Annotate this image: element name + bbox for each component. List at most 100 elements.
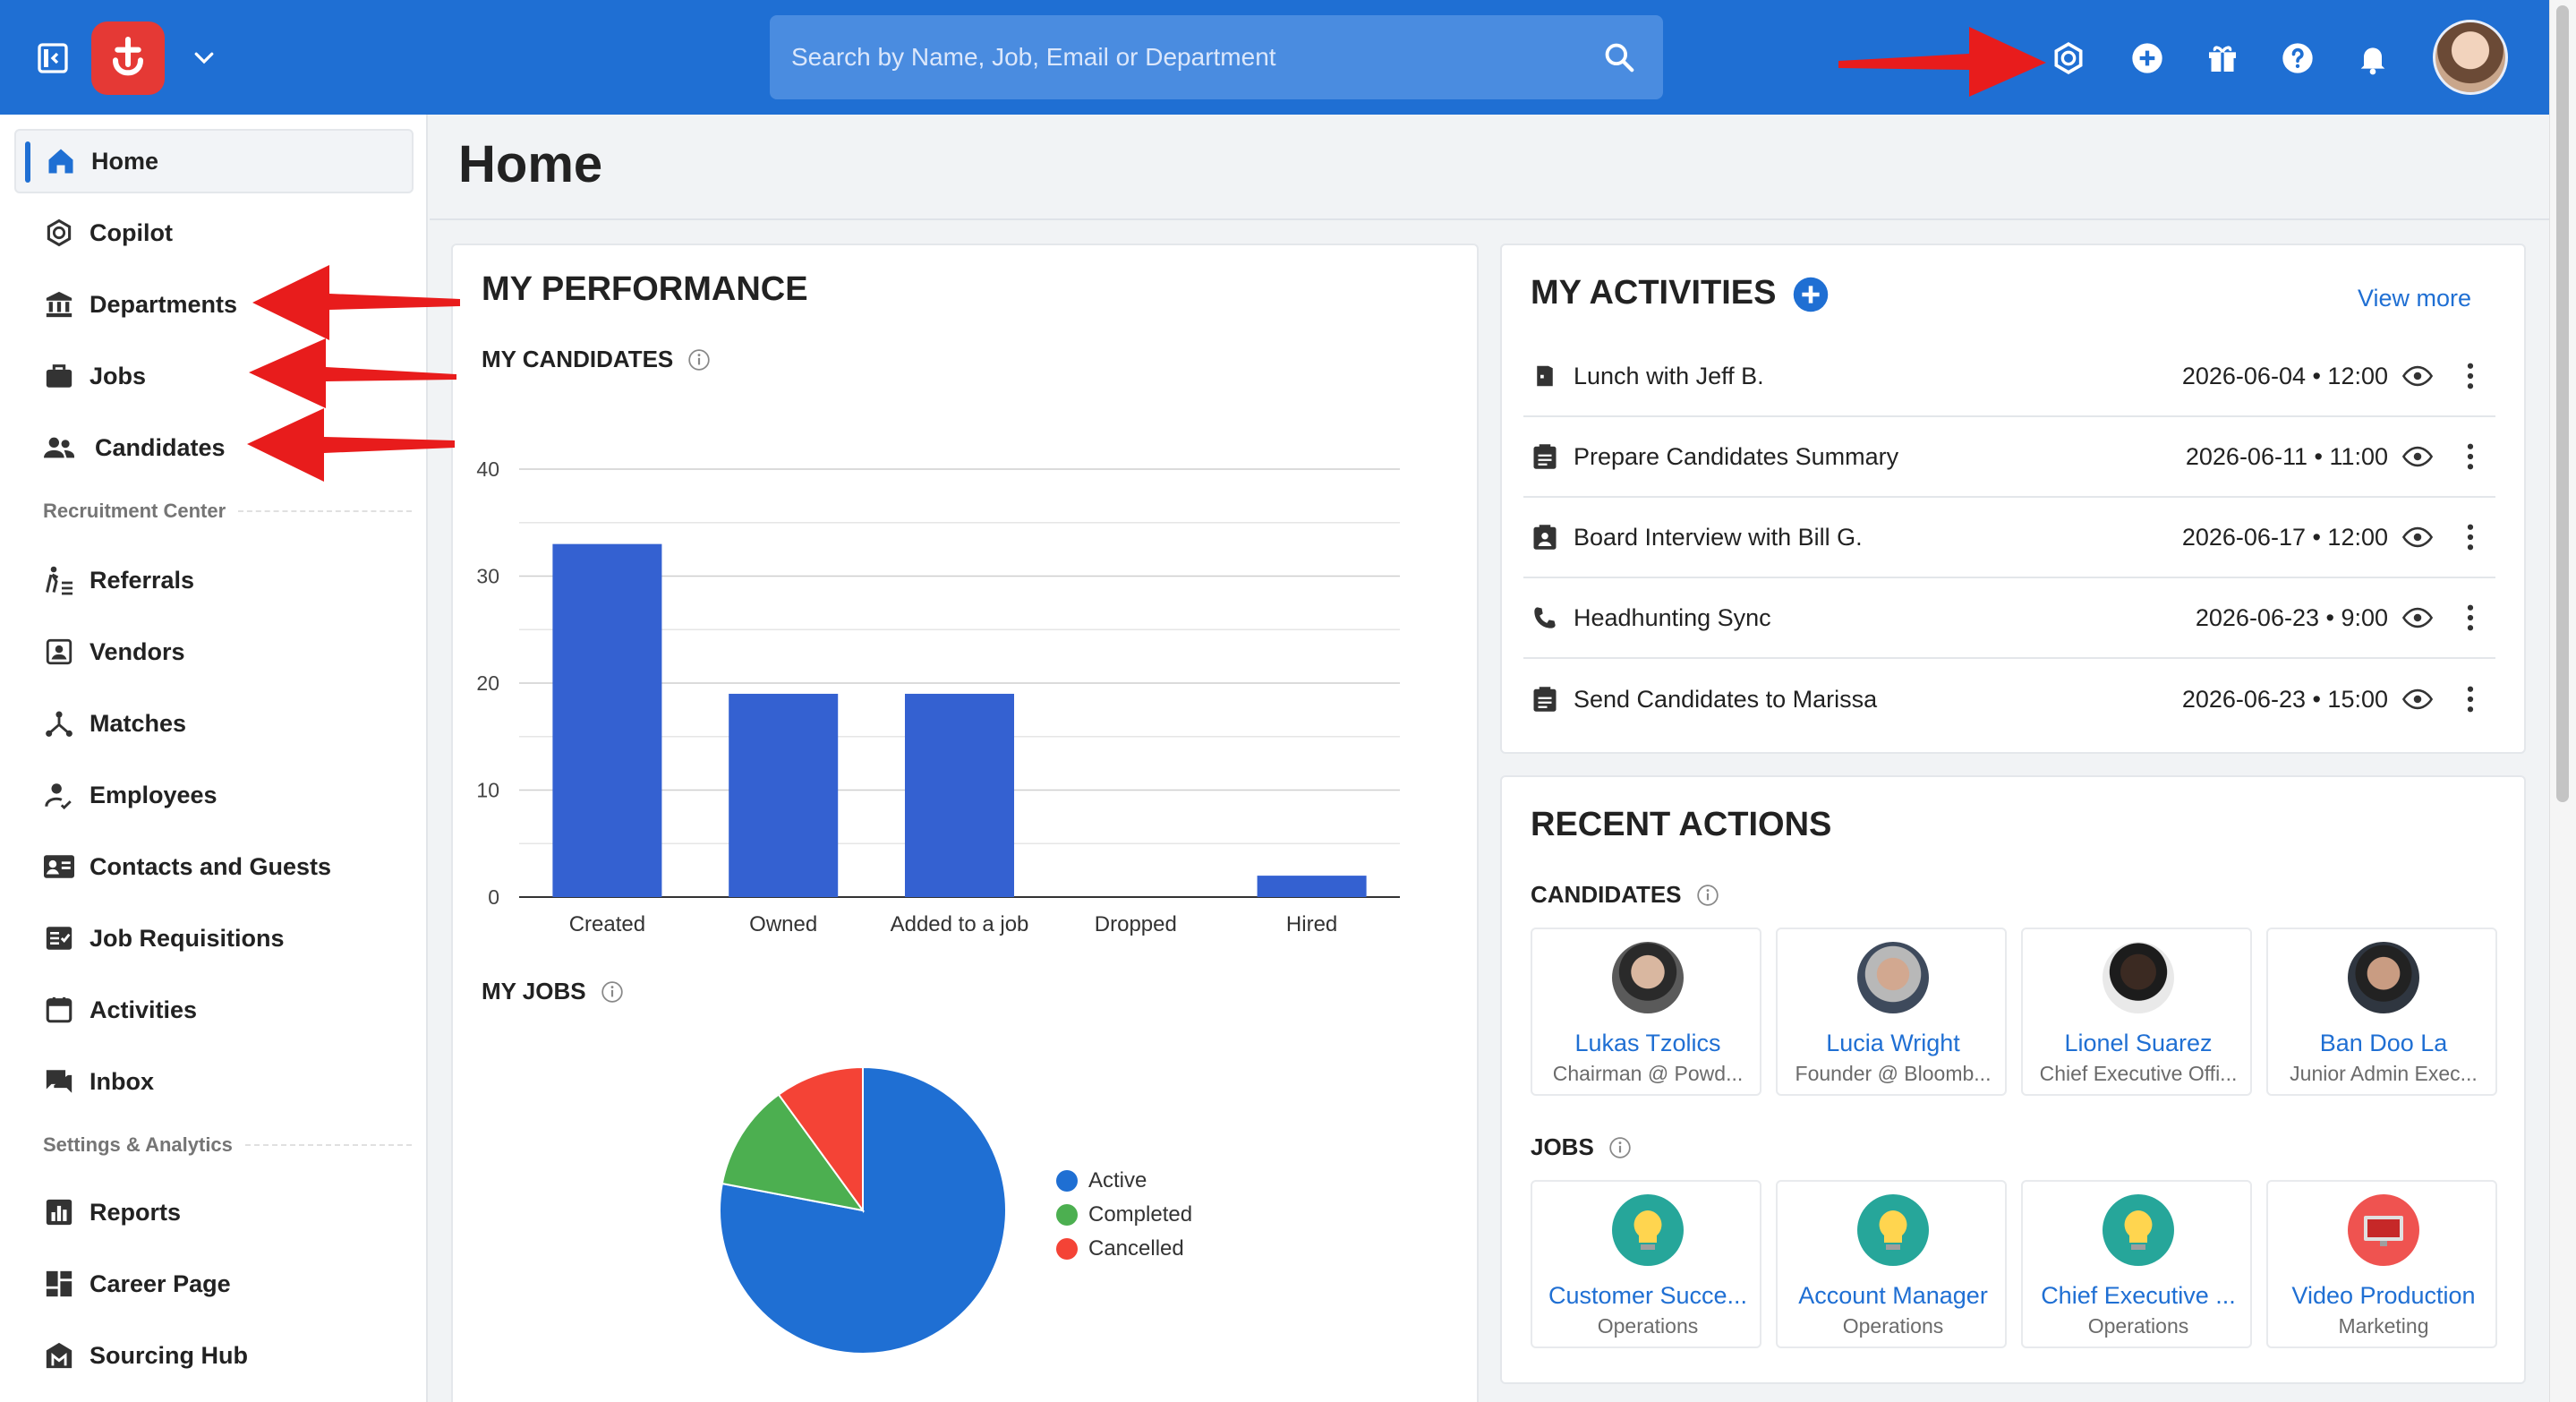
app-logo[interactable]	[91, 21, 165, 95]
home-icon	[43, 143, 79, 179]
sidebar-item-candidates[interactable]: Candidates	[14, 415, 414, 480]
sidebar: Home Copilot Departments Jobs Candidates…	[0, 115, 428, 1402]
chevron-down-icon[interactable]	[188, 41, 220, 73]
candidate-name[interactable]: Lionel Suarez	[2064, 1030, 2213, 1056]
candidate-tile[interactable]: Ban Doo La Junior Admin Exec...	[2266, 928, 2497, 1096]
sidebar-item-activities[interactable]: Activities	[14, 978, 414, 1042]
sidebar-item-departments[interactable]: Departments	[14, 272, 414, 337]
activity-row[interactable]: Board Interview with Bill G. 2026-06-17 …	[1523, 498, 2495, 578]
job-tile[interactable]: Chief Executive ... Operations	[2021, 1180, 2252, 1348]
sidebar-item-inbox[interactable]: Inbox	[14, 1049, 414, 1114]
job-name[interactable]: Chief Executive ...	[2041, 1282, 2236, 1309]
eye-icon[interactable]	[2402, 443, 2435, 470]
sidebar-item-sourcing-hub[interactable]: Sourcing Hub	[14, 1323, 414, 1388]
search-icon[interactable]	[1600, 38, 1638, 76]
bar[interactable]	[729, 693, 839, 897]
add-activity-icon[interactable]	[1792, 276, 1830, 313]
candidate-tile[interactable]: Lucia Wright Founder @ Bloomb...	[1776, 928, 2007, 1096]
more-options-icon[interactable]	[2461, 522, 2479, 552]
activity-row[interactable]: Headhunting Sync 2026-06-23 • 9:00	[1523, 578, 2495, 659]
legend-item[interactable]: Cancelled	[1056, 1232, 1192, 1266]
job-name[interactable]: Account Manager	[1798, 1282, 1988, 1309]
sidebar-item-label: Candidates	[95, 433, 226, 461]
candidate-name[interactable]: Lucia Wright	[1826, 1030, 1960, 1056]
candidate-subtitle: Chief Executive Offi...	[2039, 1062, 2238, 1085]
more-options-icon[interactable]	[2461, 684, 2479, 714]
sidebar-item-label: Sourcing Hub	[90, 1341, 248, 1369]
pie-legend: Active Completed Cancelled	[1056, 1164, 1192, 1266]
bar[interactable]	[1257, 876, 1367, 897]
activity-title: Lunch with Jeff B.	[1574, 362, 1764, 389]
info-icon[interactable]	[687, 348, 711, 372]
activity-row[interactable]: Send Candidates to Marissa 2026-06-23 • …	[1523, 659, 2495, 739]
inbox-icon	[41, 1064, 77, 1099]
bell-icon[interactable]	[2354, 39, 2392, 77]
legend-item[interactable]: Active	[1056, 1164, 1192, 1198]
x-tick-label: Dropped	[1095, 912, 1177, 936]
candidate-name[interactable]: Lukas Tzolics	[1574, 1030, 1721, 1056]
y-tick-label: 10	[476, 779, 499, 802]
sidebar-item-career-page[interactable]: Career Page	[14, 1252, 414, 1316]
job-name[interactable]: Customer Succe...	[1548, 1282, 1748, 1309]
activity-row[interactable]: Lunch with Jeff B. 2026-06-04 • 12:00	[1523, 337, 2495, 417]
job-tile[interactable]: Customer Succe... Operations	[1531, 1180, 1761, 1348]
more-options-icon[interactable]	[2461, 603, 2479, 633]
candidate-tile[interactable]: Lionel Suarez Chief Executive Offi...	[2021, 928, 2252, 1096]
eye-icon[interactable]	[2402, 686, 2435, 713]
search-input[interactable]	[791, 15, 1579, 99]
eye-icon[interactable]	[2402, 524, 2435, 551]
add-icon[interactable]	[2128, 39, 2166, 77]
activity-title: Board Interview with Bill G.	[1574, 523, 1863, 551]
legend-item[interactable]: Completed	[1056, 1198, 1192, 1232]
legend-swatch	[1056, 1204, 1078, 1226]
sidebar-item-copilot[interactable]: Copilot	[14, 201, 414, 265]
bar[interactable]	[904, 693, 1015, 897]
x-tick-label: Hired	[1286, 912, 1337, 936]
bar[interactable]	[552, 543, 662, 897]
sidebar-toggle-icon[interactable]	[34, 39, 72, 77]
pie-slice[interactable]	[777, 1065, 864, 1214]
candidate-tile[interactable]: Lukas Tzolics Chairman @ Powd...	[1531, 928, 1761, 1096]
scrollbar-thumb[interactable]	[2556, 5, 2569, 802]
recent-actions-title: RECENT ACTIONS	[1531, 806, 1832, 843]
job-name[interactable]: Video Production	[2291, 1282, 2476, 1309]
sidebar-item-label: Jobs	[90, 362, 147, 389]
sidebar-item-referrals[interactable]: Referrals	[14, 548, 414, 612]
job-tile[interactable]: Video Production Marketing	[2266, 1180, 2497, 1348]
more-options-icon[interactable]	[2461, 361, 2479, 391]
candidate-name[interactable]: Ban Doo La	[2319, 1030, 2448, 1056]
sidebar-item-home[interactable]: Home	[14, 129, 414, 193]
sidebar-item-matches[interactable]: Matches	[14, 691, 414, 756]
sidebar-item-label: Referrals	[90, 566, 195, 594]
sidebar-item-label: Job Requisitions	[90, 924, 285, 952]
search-bar[interactable]	[770, 15, 1663, 99]
view-more-link[interactable]: View more	[2358, 285, 2472, 312]
info-icon[interactable]	[601, 980, 624, 1004]
meeting-icon	[1531, 362, 1559, 390]
eye-icon[interactable]	[2402, 604, 2435, 631]
my-candidates-title: MY CANDIDATES	[482, 346, 674, 372]
activity-row[interactable]: Prepare Candidates Summary 2026-06-11 • …	[1523, 417, 2495, 498]
gift-icon[interactable]	[2204, 39, 2241, 77]
sidebar-item-label: Matches	[90, 709, 187, 737]
sidebar-item-jobs[interactable]: Jobs	[14, 344, 414, 408]
sidebar-item-job-requisitions[interactable]: Job Requisitions	[14, 906, 414, 970]
sidebar-item-contacts-and-guests[interactable]: Contacts and Guests	[14, 834, 414, 899]
copilot-icon[interactable]	[2050, 39, 2087, 77]
info-icon[interactable]	[1696, 884, 1719, 907]
pie-slice[interactable]	[721, 1093, 866, 1212]
help-icon[interactable]	[2279, 39, 2316, 77]
eye-icon[interactable]	[2402, 363, 2435, 389]
requisition-icon	[41, 920, 77, 956]
sidebar-item-reports[interactable]: Reports	[14, 1180, 414, 1244]
page-title: Home	[458, 135, 603, 193]
candidate-subtitle: Chairman @ Powd...	[1552, 1062, 1744, 1085]
info-icon[interactable]	[1608, 1136, 1632, 1159]
user-avatar[interactable]	[2433, 20, 2508, 95]
job-tile[interactable]: Account Manager Operations	[1776, 1180, 2007, 1348]
sidebar-item-vendors[interactable]: Vendors	[14, 620, 414, 684]
sidebar-item-employees[interactable]: Employees	[14, 763, 414, 827]
sidebar-item-label: Home	[91, 147, 159, 175]
more-options-icon[interactable]	[2461, 441, 2479, 472]
section-recruitment-center: Recruitment Center	[43, 500, 412, 523]
